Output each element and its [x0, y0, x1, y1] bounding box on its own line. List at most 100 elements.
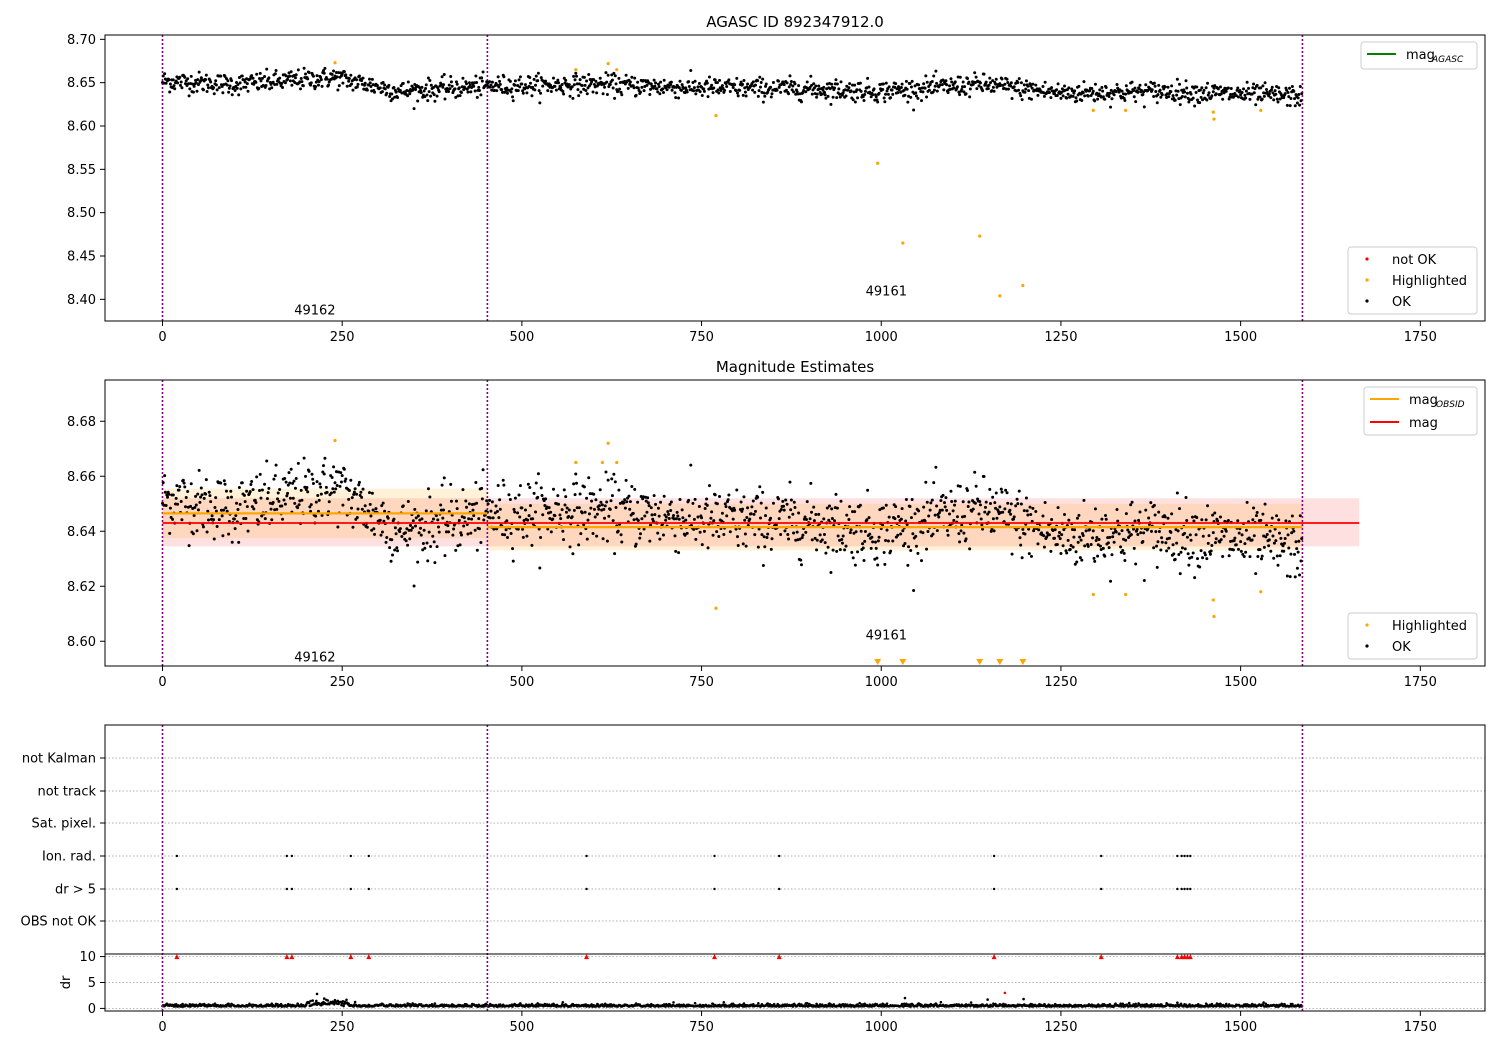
ok-point [835, 82, 839, 86]
ok-point [220, 514, 224, 518]
ok-point [243, 500, 247, 504]
ok-point [750, 505, 754, 509]
ok-point [1294, 540, 1298, 544]
ok-point [458, 94, 462, 98]
ok-point [917, 509, 921, 513]
ok-point [900, 82, 904, 86]
ok-point [874, 95, 878, 99]
ok-point [710, 510, 714, 514]
ok-point [572, 482, 576, 486]
ok-point [958, 540, 962, 544]
ok-point [1071, 545, 1075, 549]
ok-point [1110, 553, 1114, 557]
ok-point [177, 488, 181, 492]
ok-point [1189, 92, 1193, 96]
ok-point [759, 85, 762, 89]
ok-point [762, 91, 766, 95]
ok-point [497, 516, 501, 520]
ok-point [1259, 518, 1263, 522]
ok-point [613, 74, 617, 78]
ok-point [717, 91, 721, 95]
ok-point [789, 498, 793, 502]
x-tick-label: 1500 [1224, 330, 1257, 345]
ok-point [769, 85, 773, 89]
ok-point [691, 501, 695, 505]
ok-point [929, 501, 933, 505]
ok-point [632, 518, 636, 522]
ok-point [178, 485, 182, 489]
ok-point [953, 499, 957, 503]
dr-outlier [986, 998, 989, 1001]
ok-point [316, 83, 320, 87]
ok-point [966, 489, 969, 493]
ok-point [1263, 502, 1267, 506]
ok-point [272, 477, 276, 481]
ok-point [1191, 96, 1195, 100]
ok-point [718, 78, 722, 82]
ok-point [447, 90, 451, 94]
flag-event-point [1176, 887, 1179, 891]
ok-point [862, 558, 866, 562]
flag-event-point [585, 887, 588, 891]
off-scale-marker [976, 659, 984, 665]
ok-point [673, 91, 677, 95]
ok-point [661, 533, 665, 537]
ok-point [876, 100, 880, 104]
ok-point [297, 503, 301, 507]
ok-point [488, 516, 492, 520]
ok-point [1063, 513, 1067, 517]
ok-point [549, 90, 553, 94]
ok-point [1088, 89, 1092, 93]
ok-point [1037, 528, 1041, 532]
ok-point [1211, 531, 1215, 535]
ok-point [698, 90, 702, 94]
ok-point [455, 82, 459, 86]
ok-point [877, 535, 881, 539]
ok-point [753, 533, 757, 537]
ok-point [1299, 99, 1303, 103]
x-tick-label: 1000 [865, 1020, 898, 1035]
ok-point [743, 532, 747, 536]
ok-point [809, 481, 813, 485]
ok-point [1297, 92, 1301, 96]
ok-point [853, 510, 857, 514]
ok-point [195, 529, 199, 533]
ok-point [849, 528, 853, 532]
ok-point [593, 515, 597, 519]
ok-point [189, 482, 193, 486]
ok-point [531, 517, 535, 521]
ok-point [1265, 88, 1268, 92]
ok-point [955, 515, 959, 519]
ok-point [1285, 103, 1289, 107]
ok-point [1106, 536, 1110, 540]
ok-point [1130, 80, 1134, 84]
dr-clipped-marker [584, 954, 590, 960]
ok-point [235, 501, 239, 505]
ok-point [995, 85, 999, 89]
ok-point [180, 518, 184, 522]
ok-point [994, 506, 998, 510]
ok-point [526, 482, 530, 486]
ok-point [733, 83, 737, 87]
ok-point [352, 492, 356, 496]
dr-point [519, 1002, 522, 1005]
ok-point [1027, 89, 1031, 93]
ok-point [991, 495, 995, 499]
ok-point [1226, 86, 1230, 90]
ok-point [518, 484, 522, 488]
ok-point [250, 505, 254, 509]
ok-point [469, 531, 473, 535]
ok-point [429, 544, 433, 548]
ok-point [958, 484, 962, 488]
dr-point [693, 1001, 697, 1005]
ok-point [692, 86, 696, 90]
ok-point [1258, 95, 1262, 99]
ok-point [1281, 544, 1285, 548]
dr-point [722, 1000, 726, 1004]
ok-point [761, 564, 765, 568]
ok-point [1191, 551, 1195, 555]
ok-point [1023, 90, 1027, 94]
ok-point [684, 86, 688, 90]
dr-point [711, 1002, 715, 1006]
ok-point [856, 550, 860, 554]
